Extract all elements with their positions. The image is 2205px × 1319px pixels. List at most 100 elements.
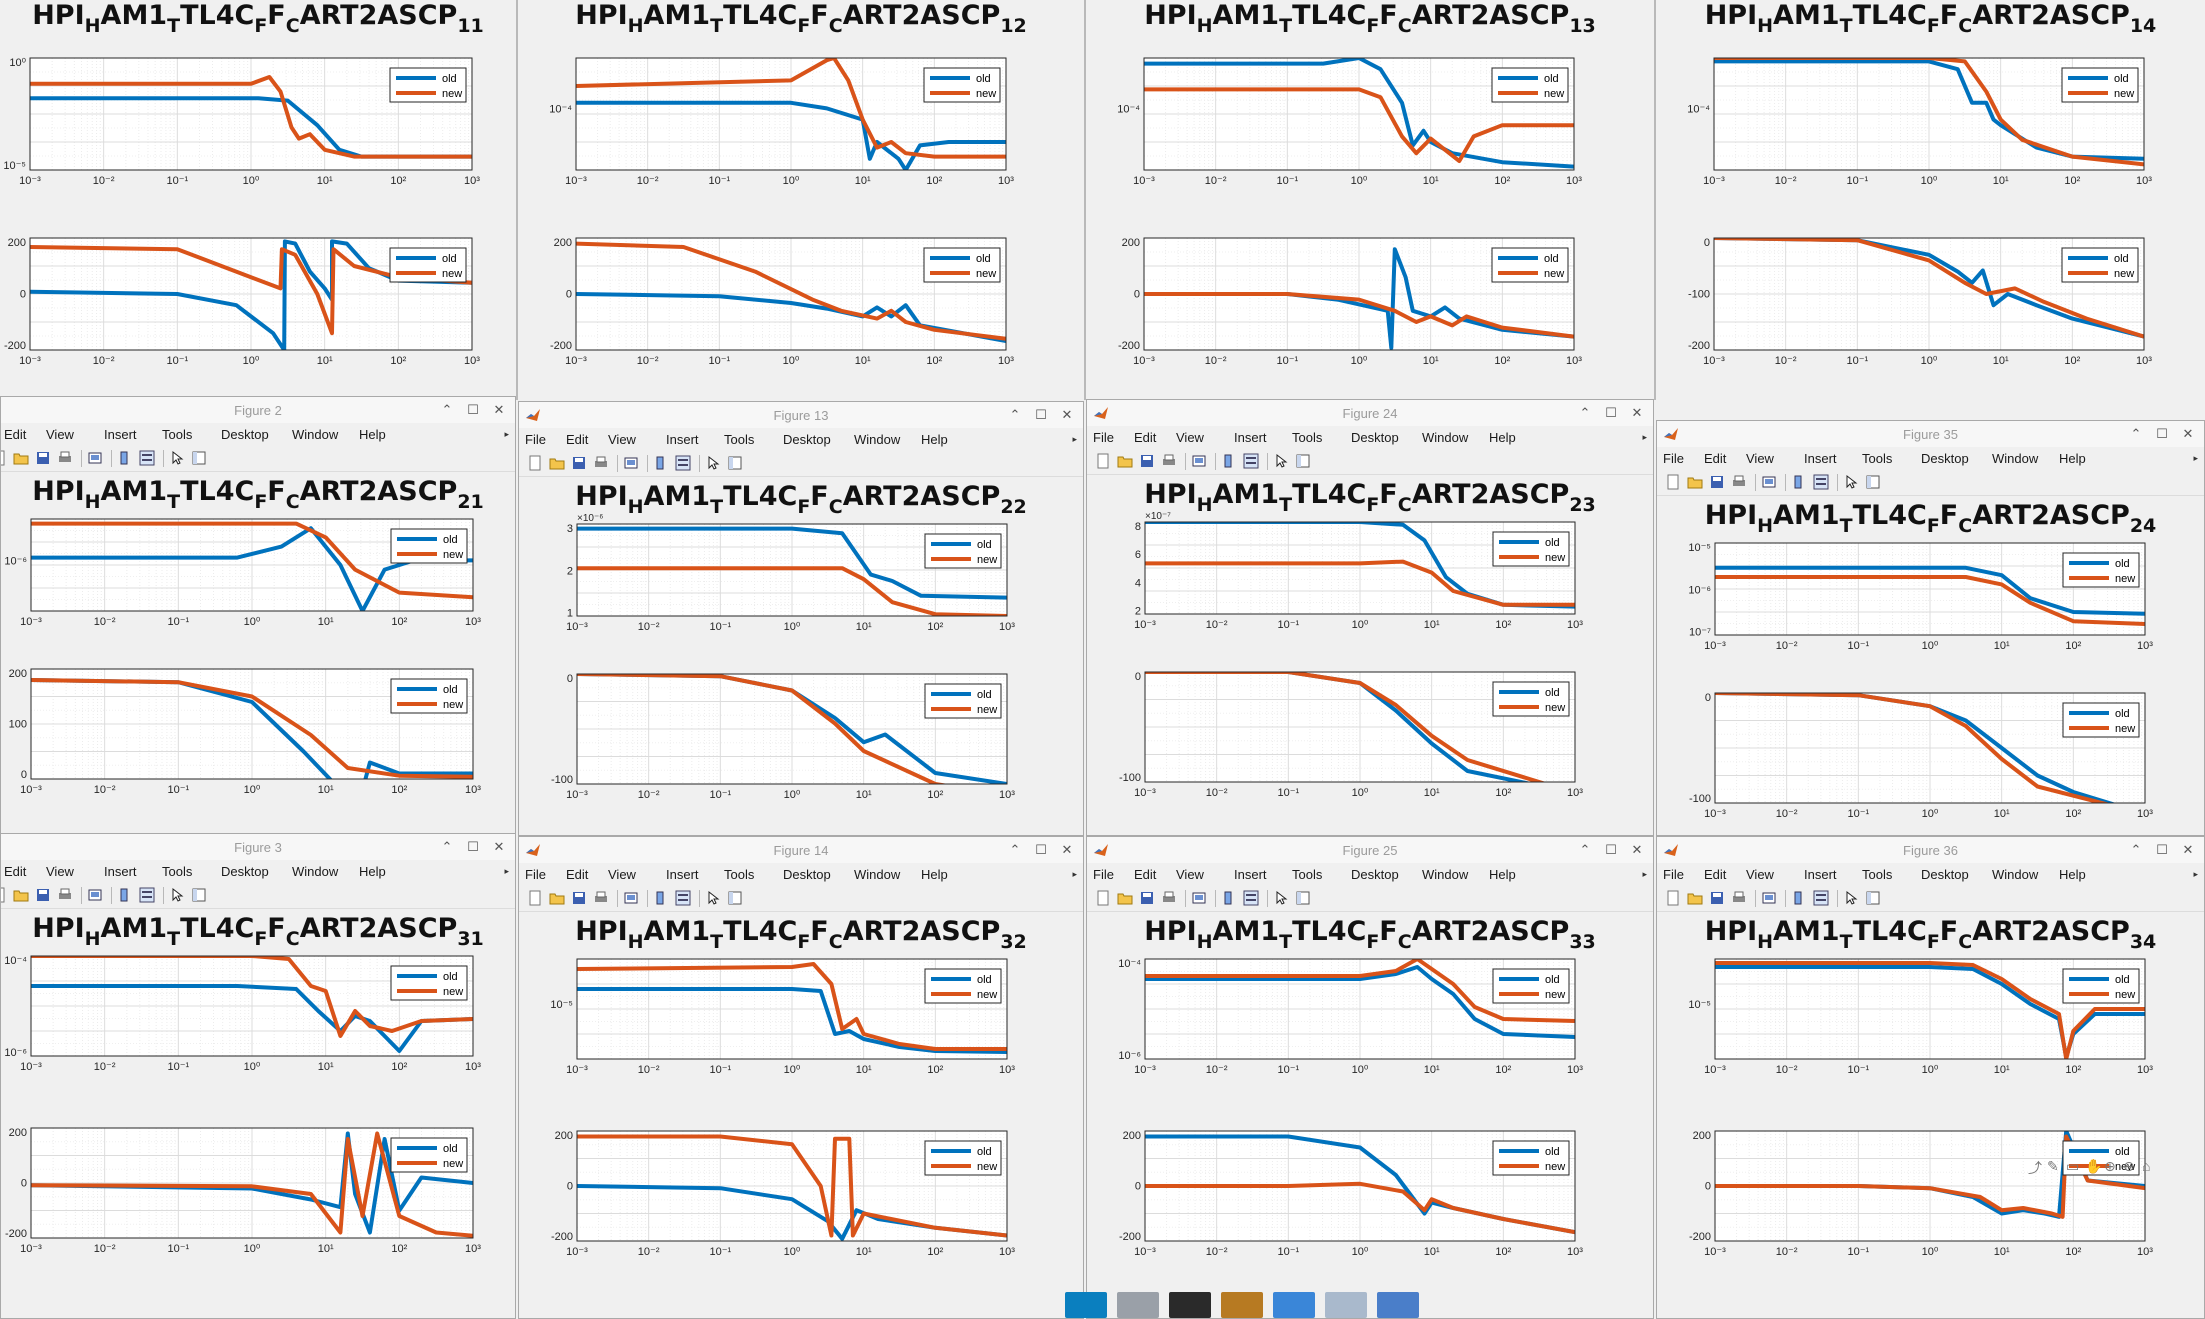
print-icon[interactable]	[1161, 453, 1177, 469]
pointer-icon[interactable]	[169, 887, 185, 903]
link-plot-icon[interactable]	[623, 455, 639, 471]
menu-edit[interactable]: Edit	[1704, 451, 1727, 466]
window-titlebar[interactable]: Figure 2 ⌃ ☐ ✕	[1, 397, 515, 423]
property-editor-icon[interactable]	[727, 890, 743, 906]
search-app-icon[interactable]	[1325, 1292, 1367, 1318]
menu-help[interactable]: Help	[1489, 430, 1516, 445]
toolbar-overflow-icon[interactable]: ▸	[1642, 869, 1647, 879]
menu-desktop[interactable]: Desktop	[221, 427, 269, 442]
menu-edit[interactable]: Edit	[566, 432, 589, 447]
figure-window[interactable]: Figure 24 ⌃ ☐ ✕ File Edit View Insert Tools Deskt…	[1086, 399, 1654, 836]
menu-file[interactable]: File	[1093, 867, 1114, 882]
menu-insert[interactable]: Insert	[666, 867, 699, 882]
menu-tools[interactable]: Tools	[1862, 867, 1893, 882]
monitor-app-icon[interactable]	[1065, 1292, 1107, 1318]
bode-axes[interactable]: 10⁻³ 10⁻² 10⁻¹ 10⁰ 10¹ 10² 10³ 0 -100 old new	[1689, 692, 2153, 820]
window-titlebar[interactable]: Figure 36 ⌃ ☐ ✕	[1657, 837, 2204, 863]
colorbar-icon[interactable]	[1791, 474, 1807, 490]
close-icon[interactable]: ✕	[1061, 407, 1073, 422]
menu-view[interactable]: View	[46, 864, 74, 879]
archive-app-icon[interactable]	[1221, 1292, 1263, 1318]
save-icon[interactable]	[1139, 890, 1155, 906]
menu-edit[interactable]: Edit	[4, 864, 27, 879]
pointer-icon[interactable]	[169, 450, 185, 466]
menu-desktop[interactable]: Desktop	[1921, 867, 1969, 882]
window-titlebar[interactable]: Figure 24 ⌃ ☐ ✕	[1087, 400, 1653, 426]
close-icon[interactable]: ✕	[493, 839, 505, 854]
property-editor-icon[interactable]	[1865, 890, 1881, 906]
minimize-icon[interactable]: ⌃	[1009, 407, 1021, 422]
window-titlebar[interactable]: Figure 35 ⌃ ☐ ✕	[1657, 421, 2204, 447]
menu-desktop[interactable]: Desktop	[1921, 451, 1969, 466]
colorbar-icon[interactable]	[653, 890, 669, 906]
export-icon[interactable]: ⤴	[2028, 1160, 2042, 1176]
bode-axes[interactable]: 10⁻³ 10⁻² 10⁻¹ 10⁰ 10¹ 10² 10³ 8 6 4 2 ×10⁻⁷ old new	[1134, 511, 1583, 631]
home-icon[interactable]: ⌂	[2142, 1158, 2151, 1174]
menu-window[interactable]: Window	[292, 427, 339, 442]
save-icon[interactable]	[35, 887, 51, 903]
legend-icon[interactable]	[1243, 890, 1259, 906]
globe-app-icon[interactable]	[1273, 1292, 1315, 1318]
new-figure-icon[interactable]	[1095, 890, 1111, 906]
pointer-icon[interactable]	[1273, 890, 1289, 906]
menu-view[interactable]: View	[608, 867, 636, 882]
open-file-icon[interactable]	[549, 890, 565, 906]
zoom-in-icon[interactable]: ⊕	[2104, 1158, 2116, 1174]
save-icon[interactable]	[1709, 890, 1725, 906]
new-figure-icon[interactable]	[1095, 453, 1111, 469]
bode-axes[interactable]: 10⁻³ 10⁻² 10⁻¹ 10⁰ 10¹ 10² 10³ 10⁻⁴ old new	[549, 57, 1014, 187]
bode-axes[interactable]: 10⁻³ 10⁻² 10⁻¹ 10⁰ 10¹ 10² 10³ 0 -100 old new	[1119, 671, 1583, 799]
menu-edit[interactable]: Edit	[566, 867, 589, 882]
menu-tools[interactable]: Tools	[1292, 430, 1323, 445]
print-icon[interactable]	[1161, 890, 1177, 906]
menu-window[interactable]: Window	[1422, 430, 1469, 445]
menu-edit[interactable]: Edit	[1134, 867, 1157, 882]
link-plot-icon[interactable]	[1761, 890, 1777, 906]
window-titlebar[interactable]: Figure 14 ⌃ ☐ ✕	[519, 837, 1083, 863]
legend-icon[interactable]	[675, 890, 691, 906]
menu-desktop[interactable]: Desktop	[221, 864, 269, 879]
figure-window[interactable]: Figure 36 ⌃ ☐ ✕ File Edit View Insert Tools Deskt…	[1656, 836, 2205, 1319]
pointer-icon[interactable]	[1273, 453, 1289, 469]
pointer-icon[interactable]	[1843, 474, 1859, 490]
window-titlebar[interactable]: Figure 25 ⌃ ☐ ✕	[1087, 837, 1653, 863]
open-file-icon[interactable]	[13, 887, 29, 903]
colorbar-icon[interactable]	[1221, 890, 1237, 906]
new-figure-icon[interactable]	[1, 450, 7, 466]
legend-icon[interactable]	[1813, 474, 1829, 490]
print-icon[interactable]	[57, 887, 73, 903]
figure-window[interactable]: Figure 14 ⌃ ☐ ✕ File Edit View Insert Tools Deskt…	[518, 836, 1084, 1319]
window-titlebar[interactable]: Figure 13 ⌃ ☐ ✕	[519, 402, 1083, 428]
link-plot-icon[interactable]	[1761, 474, 1777, 490]
menu-view[interactable]: View	[608, 432, 636, 447]
menu-help[interactable]: Help	[359, 427, 386, 442]
maximize-icon[interactable]: ☐	[467, 402, 479, 417]
bode-axes[interactable]: 10⁻³ 10⁻² 10⁻¹ 10⁰ 10¹ 10² 10³ 200 0 -200 old new	[5, 1127, 481, 1255]
open-file-icon[interactable]	[1687, 890, 1703, 906]
close-icon[interactable]: ✕	[1631, 842, 1643, 857]
minimize-icon[interactable]: ⌃	[2130, 842, 2142, 857]
print-icon[interactable]	[593, 455, 609, 471]
legend-icon[interactable]	[139, 450, 155, 466]
menu-insert[interactable]: Insert	[1804, 867, 1837, 882]
menu-edit[interactable]: Edit	[1134, 430, 1157, 445]
menu-file[interactable]: File	[1663, 867, 1684, 882]
menu-window[interactable]: Window	[854, 867, 901, 882]
figure-window[interactable]: HPIHAM1TTL4CFFCART2ASCP12 10⁻³ 10⁻² 10⁻¹ 10⁰…	[518, 0, 1084, 396]
open-file-icon[interactable]	[13, 450, 29, 466]
menu-insert[interactable]: Insert	[104, 427, 137, 442]
minimize-icon[interactable]: ⌃	[1579, 405, 1591, 420]
window-titlebar[interactable]: Figure 3 ⌃ ☐ ✕	[1, 834, 515, 860]
close-icon[interactable]: ✕	[2182, 426, 2194, 441]
toolbar-overflow-icon[interactable]: ▸	[504, 866, 509, 876]
menu-tools[interactable]: Tools	[724, 867, 755, 882]
menu-desktop[interactable]: Desktop	[1351, 430, 1399, 445]
pointer-icon[interactable]	[1843, 890, 1859, 906]
bode-axes[interactable]: 10⁻³ 10⁻² 10⁻¹ 10⁰ 10¹ 10² 10³ 3 2 1 ×10⁻⁶ old new	[566, 513, 1015, 633]
property-editor-icon[interactable]	[1865, 474, 1881, 490]
toolbar-overflow-icon[interactable]: ▸	[2193, 869, 2198, 879]
save-icon[interactable]	[571, 455, 587, 471]
colorbar-icon[interactable]	[653, 455, 669, 471]
open-file-icon[interactable]	[549, 455, 565, 471]
menu-window[interactable]: Window	[1992, 867, 2039, 882]
